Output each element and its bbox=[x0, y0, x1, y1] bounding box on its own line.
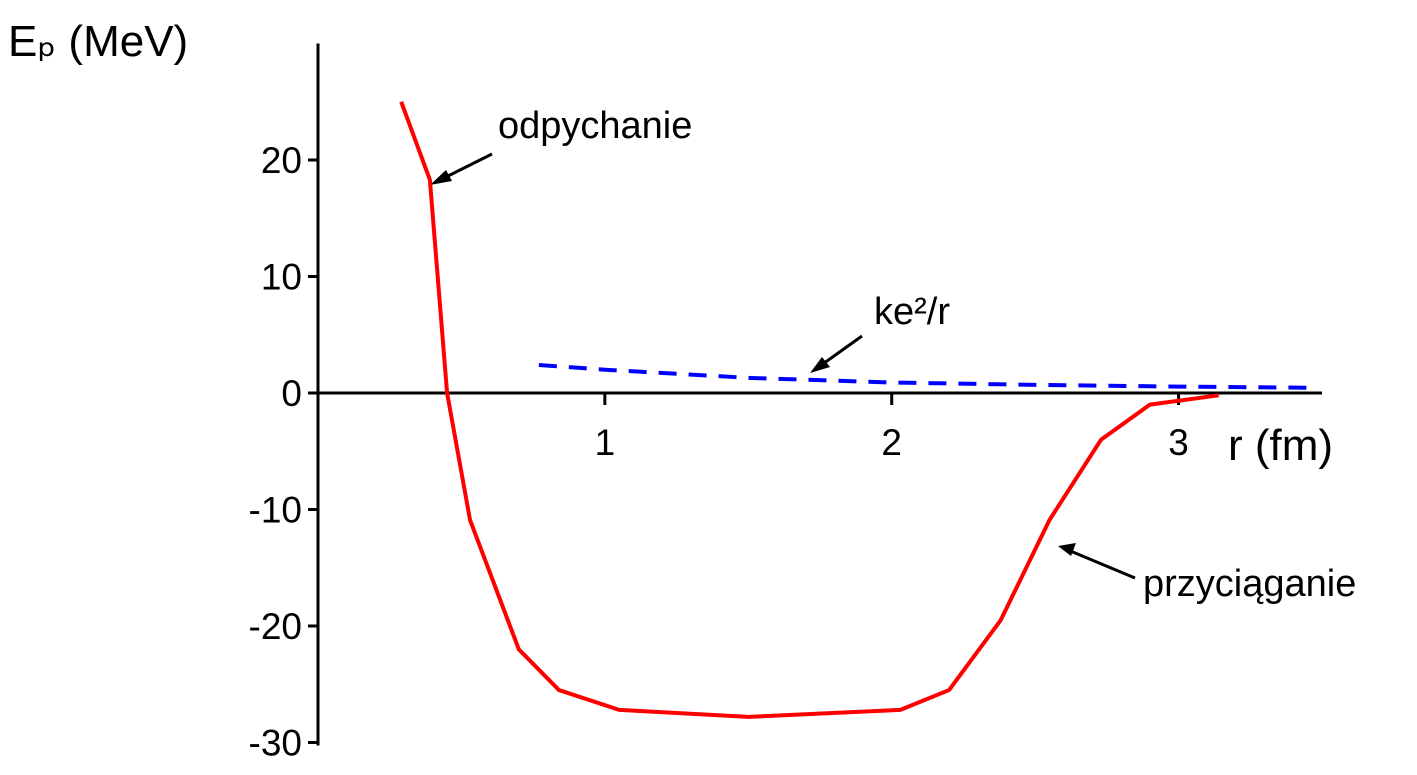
annotation: odpychanie bbox=[498, 105, 692, 147]
arrowheads bbox=[430, 170, 1076, 556]
x-tick-label: 3 bbox=[1168, 422, 1189, 463]
y-tick-label: 10 bbox=[261, 257, 302, 298]
y-tick-label: 0 bbox=[281, 373, 302, 414]
y-tick-label: -10 bbox=[249, 490, 302, 531]
y-tick-label: -20 bbox=[249, 606, 302, 647]
x-tick-label: 1 bbox=[595, 422, 616, 463]
series-line bbox=[538, 363, 1311, 390]
series-line bbox=[399, 101, 1219, 719]
x-axis-label: r (fm) bbox=[1228, 421, 1333, 470]
annotation: przyciąganie bbox=[1143, 563, 1356, 605]
y-axis-label: Eₚ (MeV) bbox=[8, 17, 188, 66]
x-tick-label: 2 bbox=[881, 422, 902, 463]
y-tick-label: -30 bbox=[249, 723, 302, 764]
y-tick-label: 20 bbox=[261, 140, 302, 181]
annotation: ke²/r bbox=[874, 291, 950, 333]
